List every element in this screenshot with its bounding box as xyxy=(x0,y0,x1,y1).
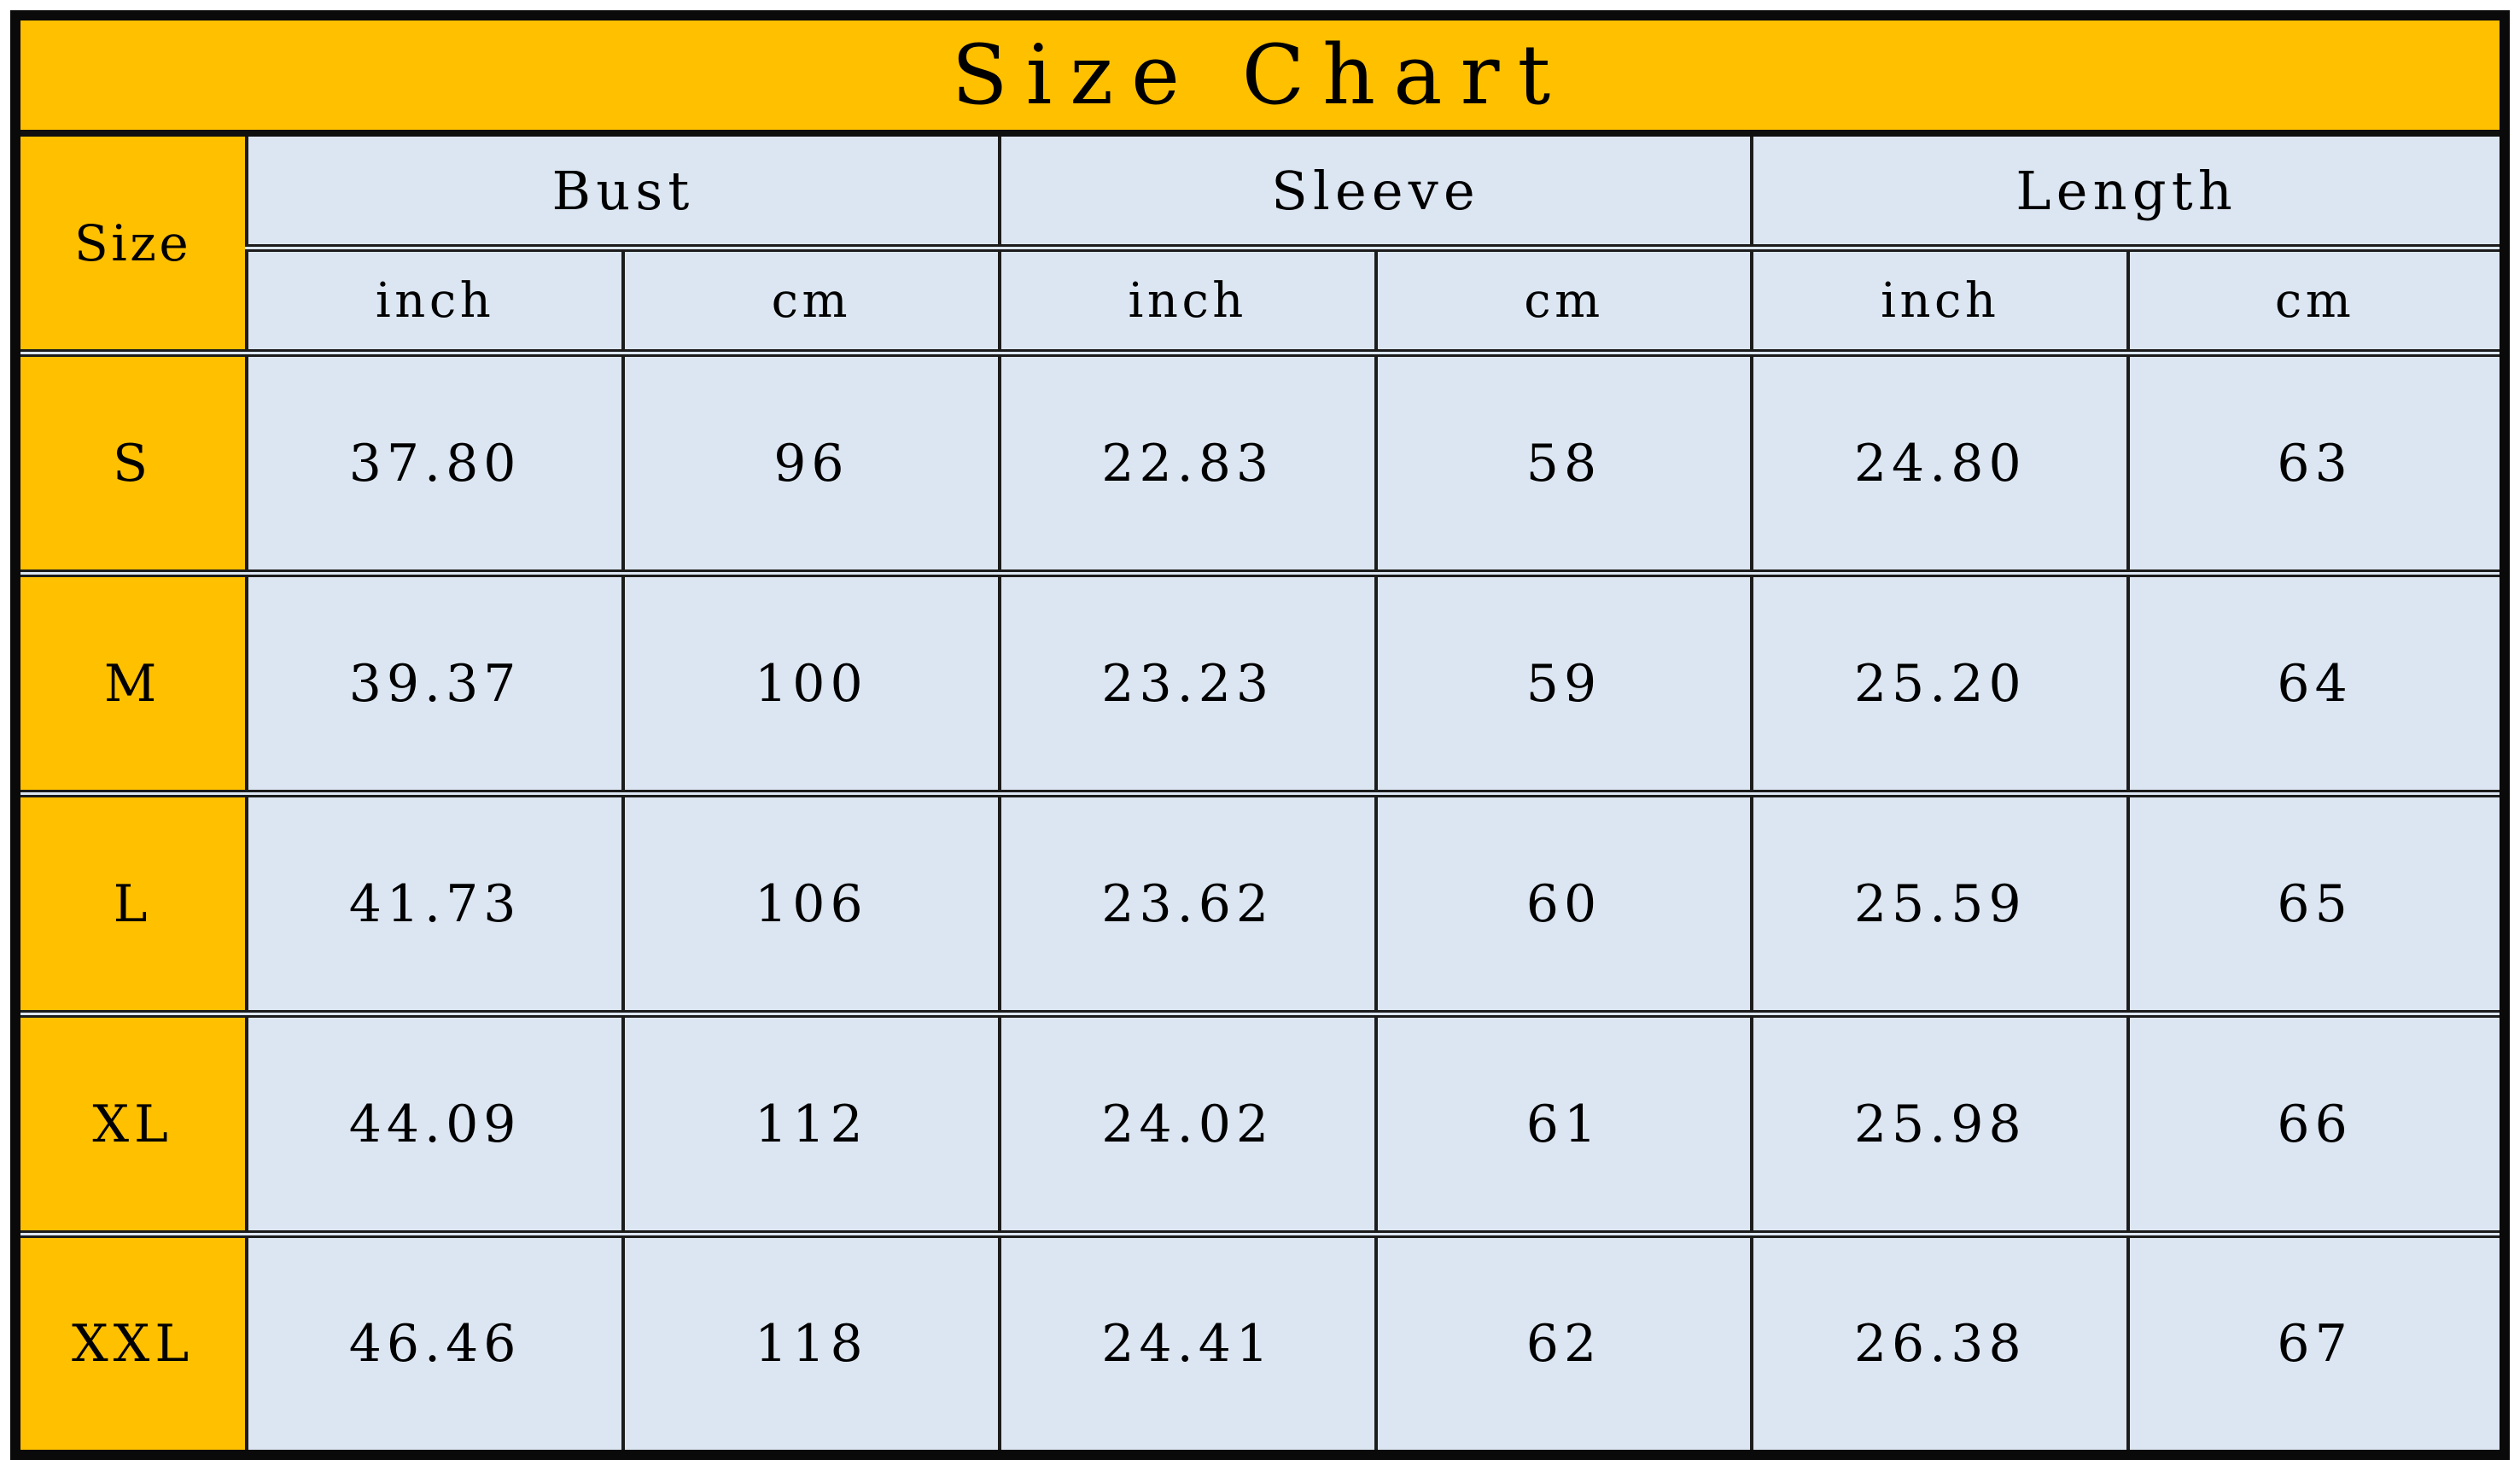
length-inch-header: inch xyxy=(1750,244,2131,355)
bust-inch-value: 44.09 xyxy=(245,1010,625,1236)
sleeve-group-header: Sleeve xyxy=(997,131,1754,250)
size-label: S xyxy=(13,349,249,575)
table-row-s: S 37.80 96 22.83 58 24.80 63 xyxy=(13,349,2506,575)
sleeve-cm-value: 62 xyxy=(1374,1230,1754,1457)
bust-cm-value: 118 xyxy=(621,1230,1001,1457)
size-chart-table: Size Chart Size Bust Sleeve Length inch … xyxy=(10,10,2510,1460)
table-row-m: M 39.37 100 23.23 59 25.20 64 xyxy=(13,569,2506,796)
sleeve-inch-value: 22.83 xyxy=(997,349,1378,575)
length-inch-value: 26.38 xyxy=(1750,1230,2131,1457)
sleeve-inch-value: 23.23 xyxy=(997,569,1378,796)
sleeve-cm-value: 61 xyxy=(1374,1010,1754,1236)
length-inch-value: 25.59 xyxy=(1750,790,2131,1016)
size-label: L xyxy=(13,790,249,1016)
size-column-header: Size xyxy=(13,131,249,355)
sleeve-inch-value: 23.62 xyxy=(997,790,1378,1016)
size-label: M xyxy=(13,569,249,796)
size-label: XXL xyxy=(13,1230,249,1457)
bust-cm-value: 100 xyxy=(621,569,1001,796)
length-cm-value: 64 xyxy=(2126,569,2506,796)
sleeve-cm-value: 60 xyxy=(1374,790,1754,1016)
table-row-xl: XL 44.09 112 24.02 61 25.98 66 xyxy=(13,1010,2506,1236)
bust-cm-value: 96 xyxy=(621,349,1001,575)
length-inch-value: 25.98 xyxy=(1750,1010,2131,1236)
sleeve-cm-value: 58 xyxy=(1374,349,1754,575)
page-title: Size Chart xyxy=(14,14,2506,137)
bust-group-header: Bust xyxy=(245,131,1001,250)
length-inch-value: 25.20 xyxy=(1750,569,2131,796)
sleeve-inch-value: 24.41 xyxy=(997,1230,1378,1457)
bust-cm-header: cm xyxy=(621,244,1001,355)
length-cm-value: 65 xyxy=(2126,790,2506,1016)
bust-inch-value: 37.80 xyxy=(245,349,625,575)
sleeve-inch-header: inch xyxy=(997,244,1378,355)
sleeve-cm-value: 59 xyxy=(1374,569,1754,796)
header-unit-row: inch cm inch cm inch cm xyxy=(15,244,2506,355)
length-cm-value: 66 xyxy=(2126,1010,2506,1236)
length-cm-header: cm xyxy=(2126,244,2506,355)
bust-inch-value: 46.46 xyxy=(245,1230,625,1457)
length-cm-value: 67 xyxy=(2126,1230,2506,1457)
title-row: Size Chart xyxy=(14,14,2506,137)
header-group-row: Size Bust Sleeve Length xyxy=(13,131,2506,355)
bust-inch-value: 39.37 xyxy=(245,569,625,796)
bust-cm-value: 106 xyxy=(621,790,1001,1016)
sleeve-cm-header: cm xyxy=(1374,244,1754,355)
sleeve-inch-value: 24.02 xyxy=(997,1010,1378,1236)
length-cm-value: 63 xyxy=(2126,349,2506,575)
bust-inch-header: inch xyxy=(245,244,625,355)
table-row-xxl: XXL 46.46 118 24.41 62 26.38 67 xyxy=(13,1230,2506,1457)
bust-cm-value: 112 xyxy=(621,1010,1001,1236)
table-row-l: L 41.73 106 23.62 60 25.59 65 xyxy=(13,790,2506,1016)
length-group-header: Length xyxy=(1750,131,2506,250)
length-inch-value: 24.80 xyxy=(1750,349,2131,575)
size-label: XL xyxy=(13,1010,249,1236)
bust-inch-value: 41.73 xyxy=(245,790,625,1016)
